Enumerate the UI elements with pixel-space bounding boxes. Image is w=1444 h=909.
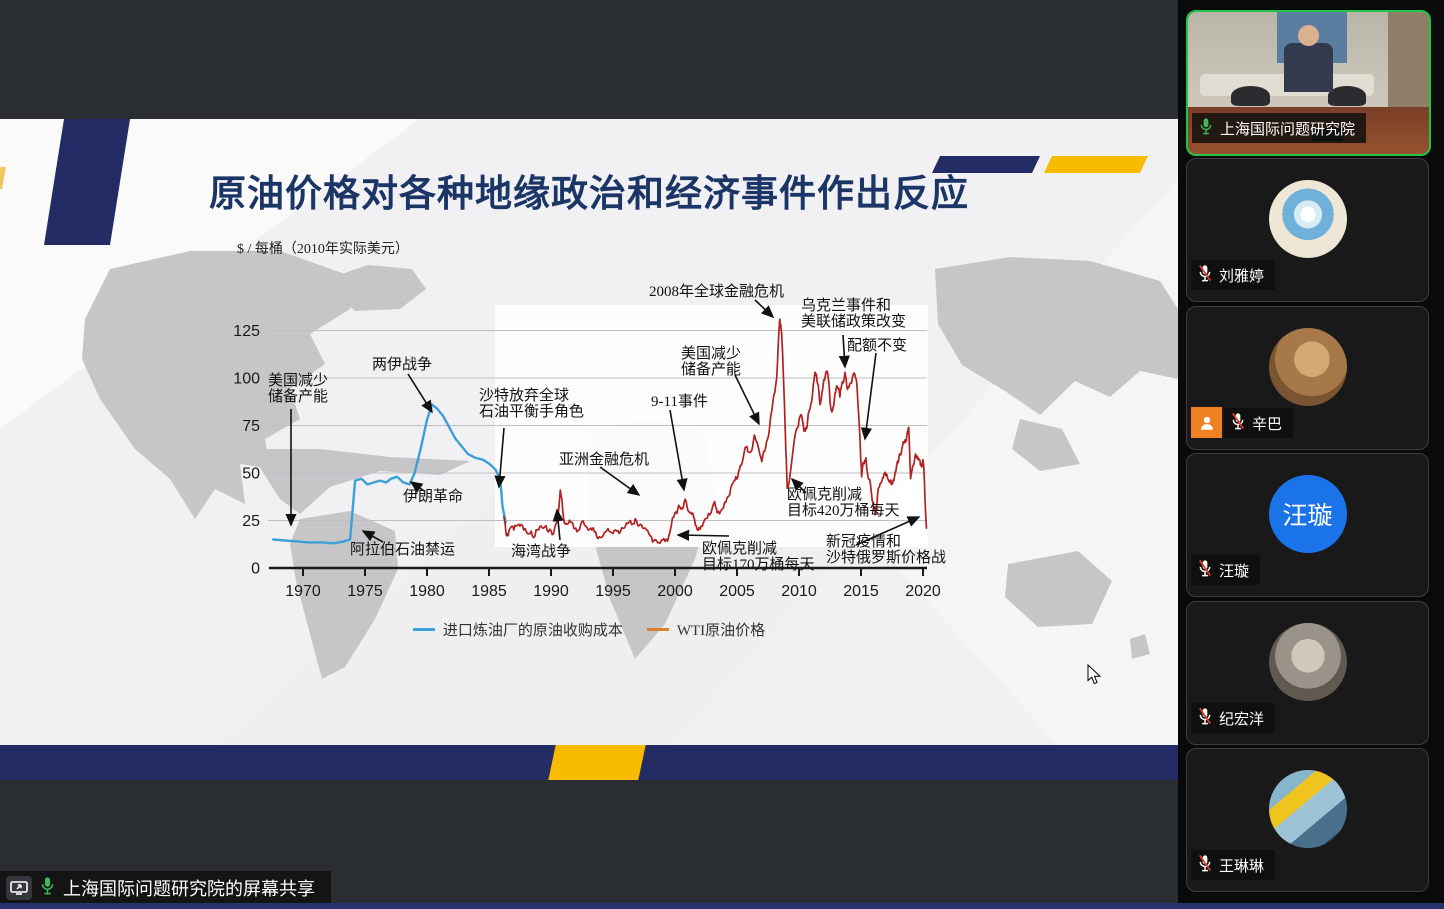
participant-tile[interactable]: 刘雅婷 (1186, 158, 1429, 302)
svg-text:2015: 2015 (843, 583, 879, 600)
svg-text:阿拉伯石油禁运: 阿拉伯石油禁运 (350, 541, 455, 558)
legend-item-wti: WTI原油价格 (646, 619, 766, 640)
svg-text:75: 75 (242, 418, 260, 435)
chart-legend: 进口炼油厂的原油收购成本 WTI原油价格 (0, 619, 1178, 640)
svg-text:配额不变: 配额不变 (847, 337, 907, 354)
svg-text:1995: 1995 (595, 583, 631, 600)
mic-muted-icon (1198, 559, 1212, 581)
avatar-initials: 汪璇 (1268, 474, 1347, 553)
svg-text:海湾战争: 海湾战争 (511, 542, 571, 560)
legend-label: WTI原油价格 (676, 623, 766, 639)
screen-share-banner: 上海国际问题研究院的屏幕共享 (0, 871, 331, 904)
participant-tile[interactable]: 纪宏洋 (1186, 601, 1429, 745)
participant-name: 纪宏洋 (1219, 710, 1265, 728)
participant-tile[interactable]: 辛巴 (1186, 306, 1429, 450)
participant-name: 王琳琳 (1219, 857, 1265, 875)
avatar-ginkgo-art (1268, 769, 1347, 848)
svg-text:1970: 1970 (285, 583, 321, 600)
legend-dash-orange (646, 628, 669, 631)
svg-text:1990: 1990 (533, 583, 569, 600)
svg-text:0: 0 (251, 561, 260, 578)
avatar-city-art (1268, 622, 1347, 701)
svg-text:2000: 2000 (657, 583, 693, 600)
svg-text:2008年全球金融危机: 2008年全球金融危机 (649, 282, 784, 300)
svg-text:25: 25 (242, 513, 260, 530)
legend-item-refiner-cost: 进口炼油厂的原油收购成本 (412, 619, 623, 640)
svg-text:2010: 2010 (781, 583, 817, 600)
participant-nameplate: 刘雅婷 (1191, 260, 1276, 290)
mic-muted-icon (1198, 707, 1212, 729)
participant-name: 汪璇 (1219, 562, 1250, 580)
slide-footer-bar (0, 745, 1178, 780)
participant-tile[interactable]: 汪璇 汪璇 (1186, 453, 1429, 597)
mic-muted-icon (1198, 264, 1212, 286)
mic-on-icon (1199, 117, 1213, 139)
svg-text:乌克兰事件和美联储政策改变: 乌克兰事件和美联储政策改变 (801, 297, 906, 330)
svg-text:1985: 1985 (471, 583, 507, 600)
participant-name: 辛巴 (1252, 415, 1283, 433)
svg-text:9-11事件: 9-11事件 (651, 393, 708, 410)
legend-label: 进口炼油厂的原油收购成本 (442, 623, 623, 639)
legend-dash-blue (412, 628, 435, 631)
shared-screen-area: 0 25 50 75 100 125 1970 1975 1980 1985 1990 1995 200… (0, 0, 1178, 909)
svg-text:欧佩克削减目标420万桶每天: 欧佩克削减目标420万桶每天 (787, 486, 900, 519)
chart-unit-label: $ / 每桶（2010年实际美元） (237, 242, 409, 257)
orange-person-badge-icon (1191, 407, 1222, 438)
svg-text:两伊战争: 两伊战争 (372, 355, 432, 373)
participant-nameplate: 汪璇 (1191, 555, 1261, 585)
participant-nameplate: 上海国际问题研究院 (1192, 113, 1367, 143)
footer-gold-accent (548, 745, 646, 780)
screen-share-text: 上海国际问题研究院的屏幕共享 (63, 878, 315, 899)
avatar-lion (1268, 327, 1347, 406)
svg-text:1975: 1975 (347, 583, 383, 600)
svg-text:50: 50 (242, 466, 260, 483)
svg-text:1980: 1980 (409, 583, 445, 600)
mic-muted-icon (1198, 854, 1212, 876)
slide-title: 原油价格对各种地缘政治和经济事件作出反应 (209, 174, 969, 215)
svg-text:美国减少储备产能: 美国减少储备产能 (268, 372, 328, 405)
screen-share-icon (6, 875, 32, 900)
participant-name: 刘雅婷 (1219, 267, 1265, 285)
presentation-slide: 0 25 50 75 100 125 1970 1975 1980 1985 1990 1995 200… (0, 119, 1178, 780)
svg-text:2020: 2020 (905, 583, 941, 600)
participant-nameplate: 辛巴 (1224, 408, 1294, 438)
svg-text:2005: 2005 (719, 583, 755, 600)
svg-text:125: 125 (233, 323, 260, 340)
participant-tile[interactable]: 王琳琳 (1186, 748, 1429, 892)
mouse-cursor-icon (1087, 663, 1102, 690)
svg-text:沙特放弃全球石油平衡手角色: 沙特放弃全球石油平衡手角色 (479, 386, 584, 420)
participant-nameplate: 纪宏洋 (1191, 703, 1276, 733)
participant-name: 上海国际问题研究院 (1220, 120, 1356, 138)
participant-tile-speaker[interactable]: 上海国际问题研究院 (1186, 10, 1431, 156)
bottom-accent-strip (0, 903, 1444, 909)
participants-sidebar: 上海国际问题研究院 刘雅婷 辛巴 汪璇 汪璇 (1178, 0, 1444, 909)
avatar-doraemon (1268, 179, 1347, 258)
mic-on-icon (40, 876, 55, 900)
oil-price-chart: 0 25 50 75 100 125 1970 1975 1980 1985 1990 1995 200… (0, 119, 1178, 780)
svg-text:欧佩克削减目标170万桶每天: 欧佩克削减目标170万桶每天 (702, 540, 815, 573)
svg-text:亚洲金融危机: 亚洲金融危机 (559, 451, 649, 468)
svg-text:美国减少储备产能: 美国减少储备产能 (681, 345, 741, 378)
svg-text:100: 100 (233, 371, 260, 388)
participant-nameplate: 王琳琳 (1191, 850, 1276, 880)
mic-muted-icon (1231, 412, 1245, 434)
svg-text:伊朗革命: 伊朗革命 (403, 487, 463, 505)
